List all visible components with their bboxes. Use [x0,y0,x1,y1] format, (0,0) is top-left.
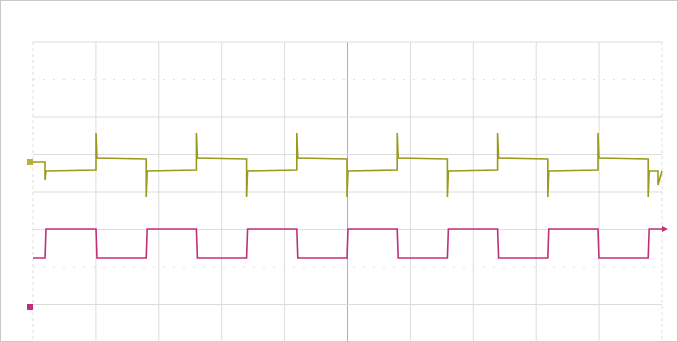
channel-2-trace [33,228,662,259]
waveforms [33,132,663,259]
channel-1-marker [27,159,33,165]
trigger-marker [662,226,668,232]
channel-2-marker [27,304,33,310]
channel-1-trace [33,132,663,198]
